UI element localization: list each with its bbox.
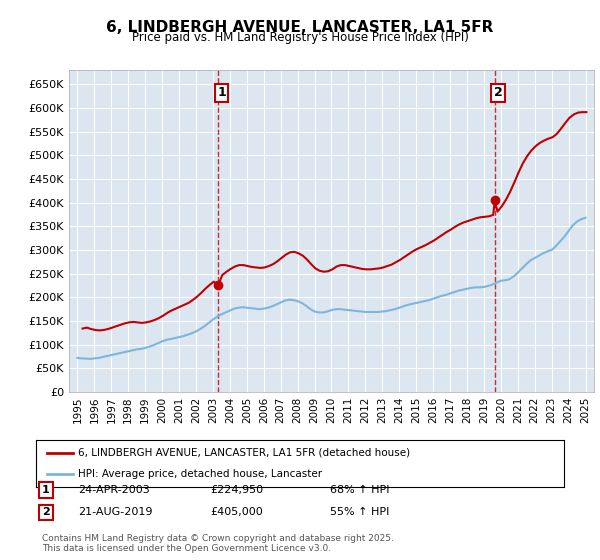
Text: 1: 1 (217, 86, 226, 99)
Text: 24-APR-2003: 24-APR-2003 (78, 485, 150, 495)
Text: HPI: Average price, detached house, Lancaster: HPI: Average price, detached house, Lanc… (78, 469, 322, 479)
Text: Contains HM Land Registry data © Crown copyright and database right 2025.
This d: Contains HM Land Registry data © Crown c… (42, 534, 394, 553)
Text: 21-AUG-2019: 21-AUG-2019 (78, 507, 152, 517)
Text: £224,950: £224,950 (210, 485, 263, 495)
Text: 1: 1 (42, 485, 50, 495)
Text: £405,000: £405,000 (210, 507, 263, 517)
Text: 6, LINDBERGH AVENUE, LANCASTER, LA1 5FR: 6, LINDBERGH AVENUE, LANCASTER, LA1 5FR (106, 20, 494, 35)
Text: 55% ↑ HPI: 55% ↑ HPI (330, 507, 389, 517)
Text: 68% ↑ HPI: 68% ↑ HPI (330, 485, 389, 495)
Text: 2: 2 (42, 507, 50, 517)
Text: Price paid vs. HM Land Registry's House Price Index (HPI): Price paid vs. HM Land Registry's House … (131, 31, 469, 44)
Text: 6, LINDBERGH AVENUE, LANCASTER, LA1 5FR (detached house): 6, LINDBERGH AVENUE, LANCASTER, LA1 5FR … (78, 448, 410, 458)
Text: 2: 2 (494, 86, 503, 99)
